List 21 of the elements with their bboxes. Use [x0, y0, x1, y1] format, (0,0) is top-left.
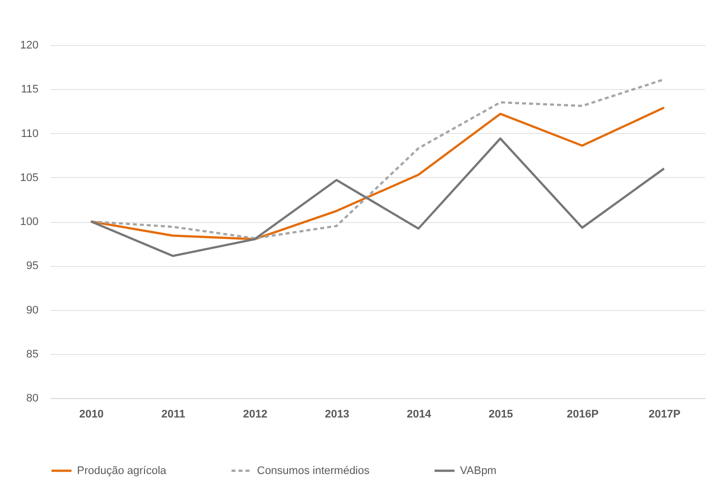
- line-series: [90, 137, 666, 258]
- legend-label: Consumos intermédios: [257, 464, 370, 477]
- x-tick-label: 2014: [406, 408, 432, 420]
- legend-label: Produção agrícola: [77, 464, 168, 477]
- legend-label: VABpm: [460, 464, 496, 477]
- y-tick-label: 90: [26, 304, 38, 316]
- y-tick-label: 100: [20, 216, 38, 228]
- y-tick-label: 110: [20, 128, 38, 140]
- y-tick-label: 120: [20, 40, 38, 52]
- y-tick-label: 115: [20, 84, 38, 96]
- y-tick-label: 85: [26, 348, 38, 360]
- x-tick-label: 2010: [79, 408, 104, 420]
- x-tick-label: 2017P: [648, 408, 680, 420]
- x-tick-label: 2011: [161, 408, 186, 420]
- y-tick-label: 105: [20, 172, 38, 184]
- x-tick-label: 2012: [242, 408, 268, 420]
- x-tick-label: 2013: [324, 408, 350, 420]
- y-tick-label: 95: [26, 260, 38, 272]
- y-tick-label: 80: [26, 392, 38, 404]
- x-tick-label: 2016P: [566, 408, 599, 420]
- x-tick-label: 2015: [488, 408, 514, 420]
